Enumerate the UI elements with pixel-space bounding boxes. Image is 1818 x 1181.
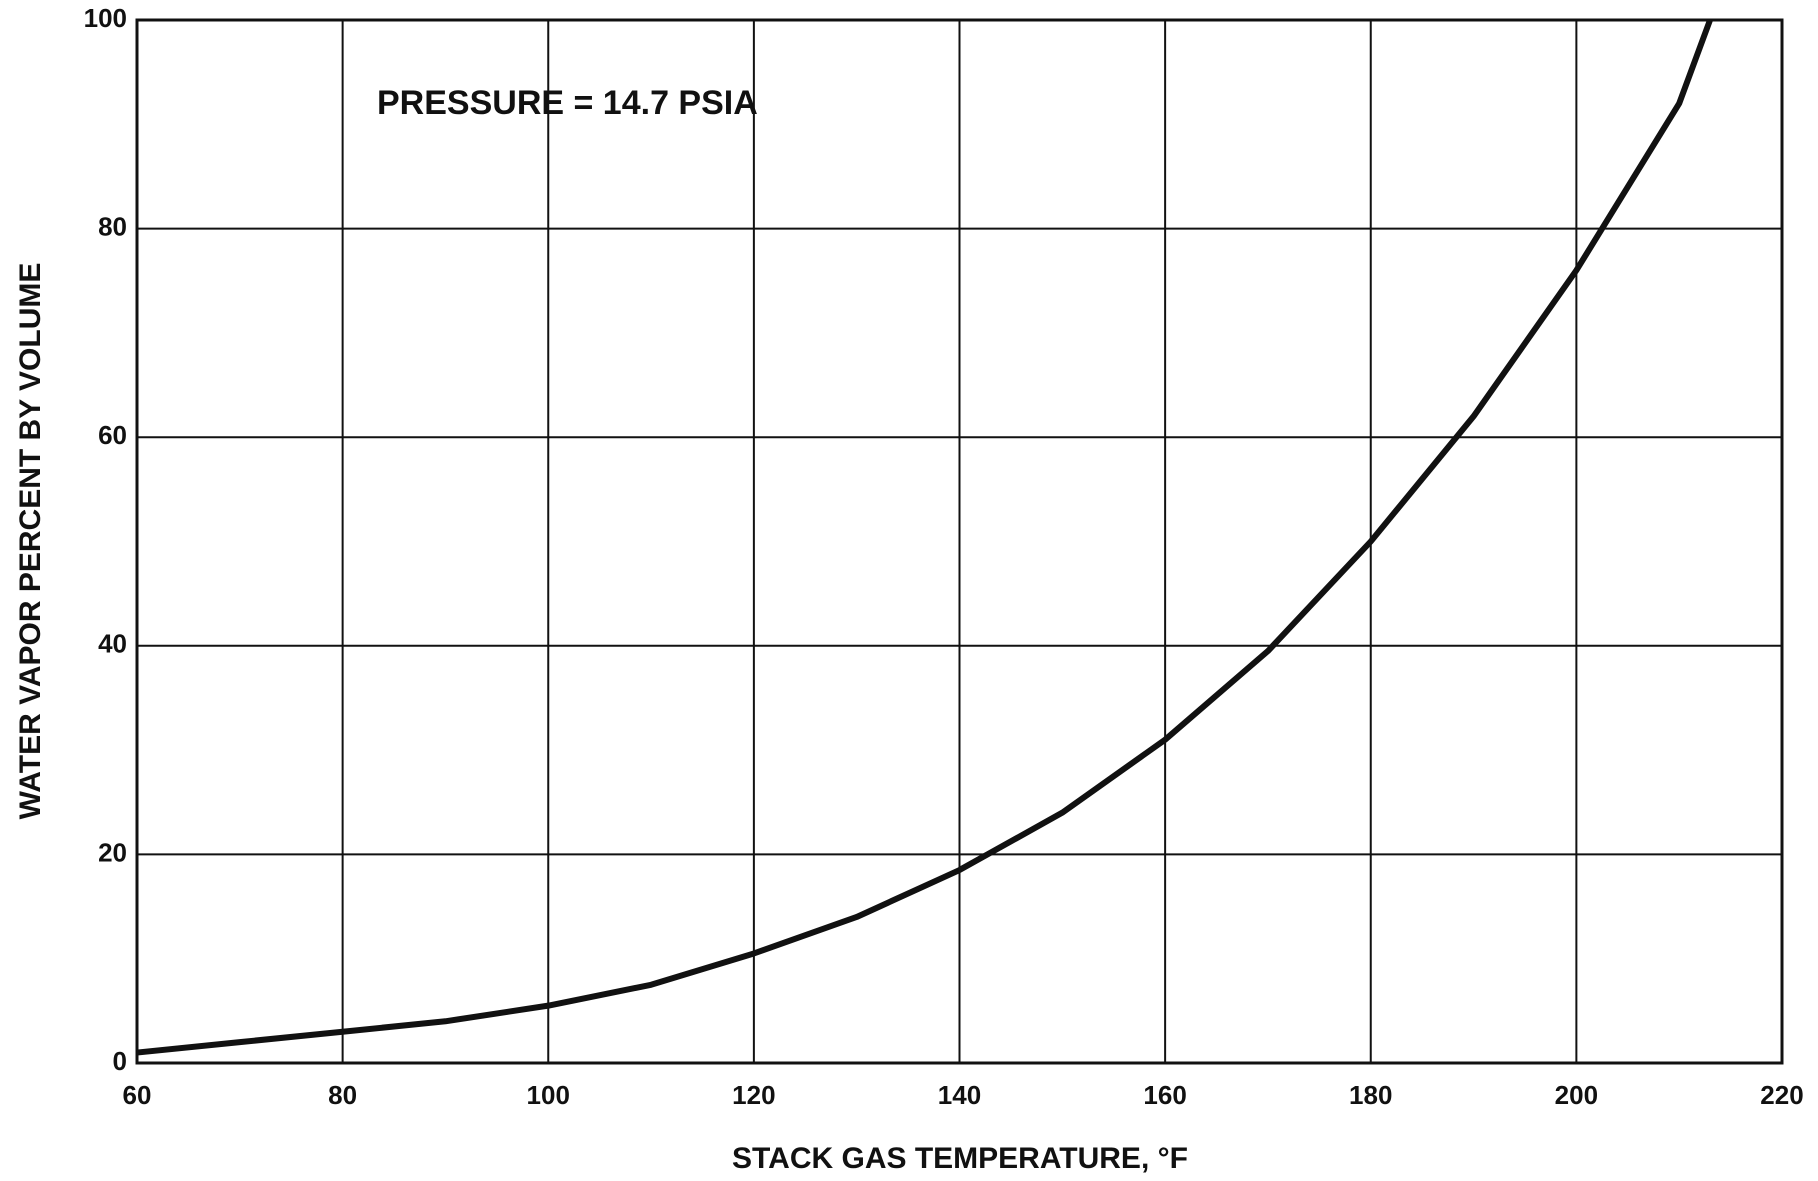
annotation: PRESSURE = 14.7 PSIA <box>377 84 758 122</box>
x-tick-label: 60 <box>123 1080 152 1110</box>
x-tick-label: 100 <box>527 1080 570 1110</box>
x-tick-label: 140 <box>938 1080 981 1110</box>
y-tick-label: 0 <box>113 1046 127 1076</box>
y-tick-label: 40 <box>98 629 127 659</box>
y-tick-label: 80 <box>98 211 127 241</box>
plot-frame <box>135 18 1784 1065</box>
y-tick-label: 100 <box>84 3 127 33</box>
data-line <box>136 18 1713 1056</box>
x-tick-label: 80 <box>328 1080 357 1110</box>
x-tick-label: 220 <box>1760 1080 1803 1110</box>
x-tick-label: 200 <box>1555 1080 1598 1110</box>
y-tick-label: 60 <box>98 420 127 450</box>
x-tick-label: 160 <box>1143 1080 1186 1110</box>
x-axis-label: STACK GAS TEMPERATURE, °F <box>732 1142 1188 1175</box>
x-tick-label: 180 <box>1349 1080 1392 1110</box>
y-axis-label: WATER VAPOR PERCENT BY VOLUME <box>14 263 47 820</box>
y-tick-label: 20 <box>98 837 127 867</box>
x-tick-label: 120 <box>732 1080 775 1110</box>
